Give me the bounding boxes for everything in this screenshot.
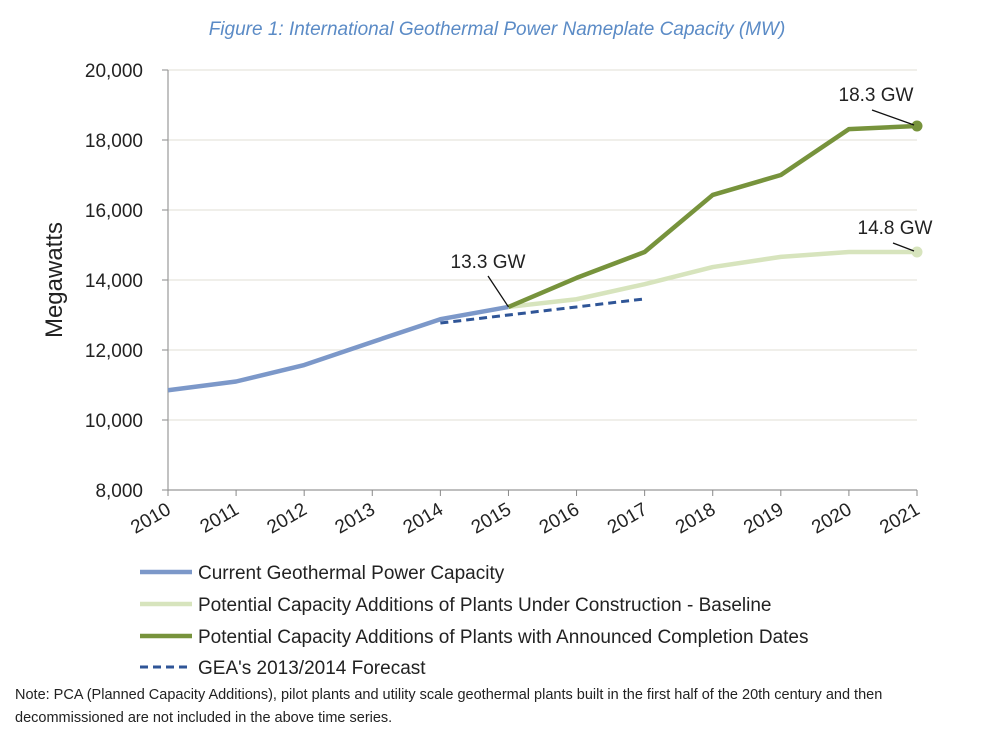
x-tick-label: 2011 (197, 499, 243, 538)
series-end-marker (911, 120, 923, 132)
series-line-0 (167, 304, 509, 393)
y-axis-label: Megawatts (41, 222, 68, 338)
y-tick-label: 12,000 (85, 341, 143, 362)
x-tick-label: 2019 (740, 499, 787, 538)
x-tick-label: 2020 (808, 499, 855, 538)
legend-label: Current Geothermal Power Capacity (198, 563, 505, 584)
data-label: 18.3 GW (839, 85, 914, 106)
x-tick-label: 2016 (536, 499, 583, 538)
footnote: Note: PCA (Planned Capacity Additions), … (15, 687, 883, 726)
data-label-leader (892, 242, 915, 252)
y-tick-label: 16,000 (85, 201, 143, 222)
legend-label: Potential Capacity Additions of Plants w… (198, 627, 808, 648)
series-end-marker (911, 246, 923, 258)
y-tick-label: 14,000 (85, 271, 143, 292)
data-label: 13.3 GW (451, 252, 526, 273)
x-tick-label: 2013 (332, 499, 379, 538)
data-label-leader (871, 109, 915, 126)
x-tick-label: 2012 (264, 499, 311, 538)
series-line-1 (508, 249, 917, 310)
x-tick-label: 2021 (876, 499, 923, 538)
x-tick-label: 2010 (127, 499, 174, 538)
x-tick-label: 2018 (672, 499, 719, 538)
chart-title: Figure 1: International Geothermal Power… (209, 19, 786, 40)
legend-label: GEA's 2013/2014 Forecast (198, 658, 426, 679)
x-tick-label: 2017 (604, 499, 651, 538)
data-label-leader (487, 275, 509, 308)
y-tick-label: 18,000 (85, 131, 143, 152)
y-tick-label: 8,000 (95, 481, 143, 502)
y-tick-label: 20,000 (85, 61, 143, 82)
y-tick-label: 10,000 (85, 411, 143, 432)
series-line-2 (507, 123, 918, 310)
legend-label: Potential Capacity Additions of Plants U… (198, 595, 771, 616)
x-tick-label: 2014 (400, 499, 447, 539)
data-label: 14.8 GW (858, 218, 933, 239)
x-tick-label: 2015 (468, 499, 515, 538)
series-line-3 (440, 297, 645, 325)
